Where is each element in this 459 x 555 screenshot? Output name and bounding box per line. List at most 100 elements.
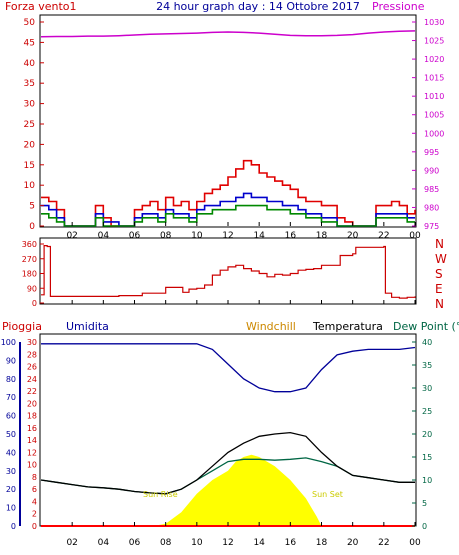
- direction-y-tick-label: 90: [27, 284, 37, 293]
- humidity-line: [41, 343, 416, 393]
- wind-panel-frame: [39, 14, 417, 228]
- chart-title: 24 hour graph day : 14 Ottobre 2017: [156, 0, 360, 13]
- wind-y-tick-label: 20: [24, 140, 36, 150]
- wind-x-tick-label: 22: [378, 231, 389, 241]
- wind-y-tick-label: 30: [24, 100, 36, 110]
- wind-x-tick-label: 16: [285, 231, 297, 241]
- wind-y-tick-label: 0: [29, 222, 35, 232]
- pressure-y-tick-label: 975: [424, 222, 439, 231]
- wind-y-tick-label: 45: [24, 38, 35, 48]
- temperature-y-tick-label: 35: [422, 361, 432, 370]
- wind-average-line: [41, 204, 415, 227]
- axes: 0510152025303540455097598098599099510001…: [1, 18, 447, 548]
- wind-gust-line: [41, 192, 415, 227]
- rain-y-tick-label: 10: [27, 461, 37, 470]
- rain-y-tick-label: 8: [32, 473, 37, 482]
- compass-label: E: [435, 282, 443, 296]
- weather-x-tick-label: 18: [316, 538, 328, 548]
- pressure-axis-title: Pressione: [372, 0, 425, 13]
- weather-x-tick-label: 20: [347, 538, 359, 548]
- rain-y-tick-label: 16: [27, 424, 37, 433]
- wind-y-tick-label: 40: [24, 59, 36, 69]
- wind-direction-line: [41, 245, 416, 299]
- direction-y-tick-label: 0: [32, 299, 37, 308]
- temperature-y-tick-label: 15: [422, 453, 432, 462]
- wind-speed-axis-title: Forza vento1: [5, 0, 77, 13]
- pressure-y-tick-label: 1030: [424, 18, 444, 27]
- rain-y-tick-label: 20: [27, 399, 37, 408]
- wind-x-tick-label: 12: [222, 231, 233, 241]
- temperature-axis-title: Temperatura: [312, 320, 383, 333]
- wind-x-tick-label: 10: [191, 231, 203, 241]
- wind-pressure-plot: [40, 30, 416, 227]
- wind-x-tick-label: 06: [129, 231, 141, 241]
- pressure-y-tick-label: 995: [424, 148, 439, 157]
- weather-x-tick-label: 08: [160, 538, 172, 548]
- pressure-y-tick-label: 980: [424, 203, 439, 212]
- pressure-y-tick-label: 1005: [424, 111, 444, 120]
- temperature-y-tick-label: 10: [422, 476, 432, 485]
- rain-y-tick-label: 26: [27, 363, 37, 372]
- pressure-y-tick-label: 1000: [424, 129, 444, 138]
- rain-y-tick-label: 22: [27, 387, 37, 396]
- wind-x-tick-label: 18: [316, 231, 328, 241]
- wind-y-tick-label: 10: [24, 181, 36, 191]
- rain-y-tick-label: 6: [32, 485, 37, 494]
- wind-x-tick-label: 02: [66, 231, 77, 241]
- weather-x-tick-label: 14: [253, 538, 265, 548]
- weather-x-tick-label: 22: [378, 538, 389, 548]
- temperature-y-tick-label: 0: [422, 522, 427, 531]
- weather-x-tick-label: 10: [191, 538, 203, 548]
- wind-y-tick-label: 5: [29, 202, 35, 212]
- compass-label: N: [435, 237, 444, 251]
- dew-point-axis-title: Dew Point (°C: [393, 320, 459, 333]
- rain-y-tick-label: 14: [27, 436, 37, 445]
- wind-x-tick-label: 08: [160, 231, 172, 241]
- temperature-y-tick-label: 5: [422, 499, 427, 508]
- wind-y-tick-label: 50: [24, 18, 36, 28]
- rain-y-tick-label: 2: [32, 510, 37, 519]
- wind-x-tick-label: 14: [253, 231, 265, 241]
- pressure-y-tick-label: 1015: [424, 74, 444, 83]
- wind-x-tick-label: 00: [409, 231, 421, 241]
- weather-x-tick-label: 04: [98, 538, 110, 548]
- rain-y-tick-label: 24: [27, 375, 37, 384]
- humidity-axis-title: Umidita: [66, 320, 109, 333]
- temperature-y-tick-label: 40: [422, 338, 432, 347]
- sun-set-label: Sun Set: [312, 490, 343, 499]
- pressure-y-tick-label: 985: [424, 185, 439, 194]
- humidity-y-tick-label: 10: [6, 504, 16, 513]
- humidity-y-tick-label: 60: [6, 412, 16, 421]
- weather-x-tick-label: 00: [409, 538, 421, 548]
- rain-y-tick-label: 0: [32, 522, 37, 531]
- compass-label: N: [435, 297, 444, 311]
- wind-y-tick-label: 25: [24, 120, 35, 130]
- wind-x-tick-label: 04: [98, 231, 110, 241]
- temperature-y-tick-label: 30: [422, 384, 432, 393]
- humidity-y-tick-label: 40: [6, 448, 16, 457]
- wind-direction-plot: [41, 245, 416, 299]
- wind-speed-line: [41, 159, 416, 227]
- compass-label: S: [435, 267, 443, 281]
- humidity-y-tick-label: 100: [1, 338, 16, 347]
- solar-radiation-area: [153, 454, 322, 526]
- humidity-y-tick-label: 50: [6, 430, 16, 439]
- direction-y-tick-label: 270: [22, 255, 37, 264]
- pressure-line: [40, 30, 416, 38]
- rain-y-tick-label: 30: [27, 338, 37, 347]
- rain-y-tick-label: 28: [27, 350, 37, 359]
- pressure-y-tick-label: 990: [424, 166, 439, 175]
- wind-y-tick-label: 15: [24, 161, 35, 171]
- rain-y-tick-label: 12: [27, 448, 37, 457]
- rain-y-tick-label: 18: [27, 412, 37, 421]
- humidity-y-tick-label: 0: [11, 522, 16, 531]
- pressure-y-tick-label: 1025: [424, 37, 444, 46]
- direction-y-tick-label: 360: [22, 240, 37, 249]
- temperature-y-tick-label: 20: [422, 430, 432, 439]
- pressure-y-tick-label: 1020: [424, 55, 444, 64]
- windchill-axis-title: Windchill: [246, 320, 296, 333]
- weather-x-tick-label: 06: [129, 538, 141, 548]
- compass-label: W: [435, 252, 447, 266]
- pressure-y-tick-label: 1010: [424, 92, 444, 101]
